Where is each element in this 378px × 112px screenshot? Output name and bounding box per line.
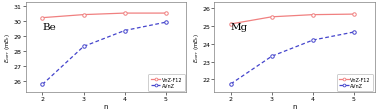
Legend: VnZ-F12, AVnZ: VnZ-F12, AVnZ [148, 75, 185, 91]
Text: Mg: Mg [230, 23, 248, 32]
Legend: VnZ-F12, AVnZ: VnZ-F12, AVnZ [336, 75, 373, 91]
X-axis label: n: n [292, 103, 297, 109]
X-axis label: n: n [104, 103, 108, 109]
Text: Be: Be [42, 23, 56, 32]
Y-axis label: $E_{corr}$ (m$E_h$): $E_{corr}$ (m$E_h$) [192, 33, 201, 63]
Y-axis label: $E_{corr}$ (m$E_h$): $E_{corr}$ (m$E_h$) [3, 33, 12, 63]
